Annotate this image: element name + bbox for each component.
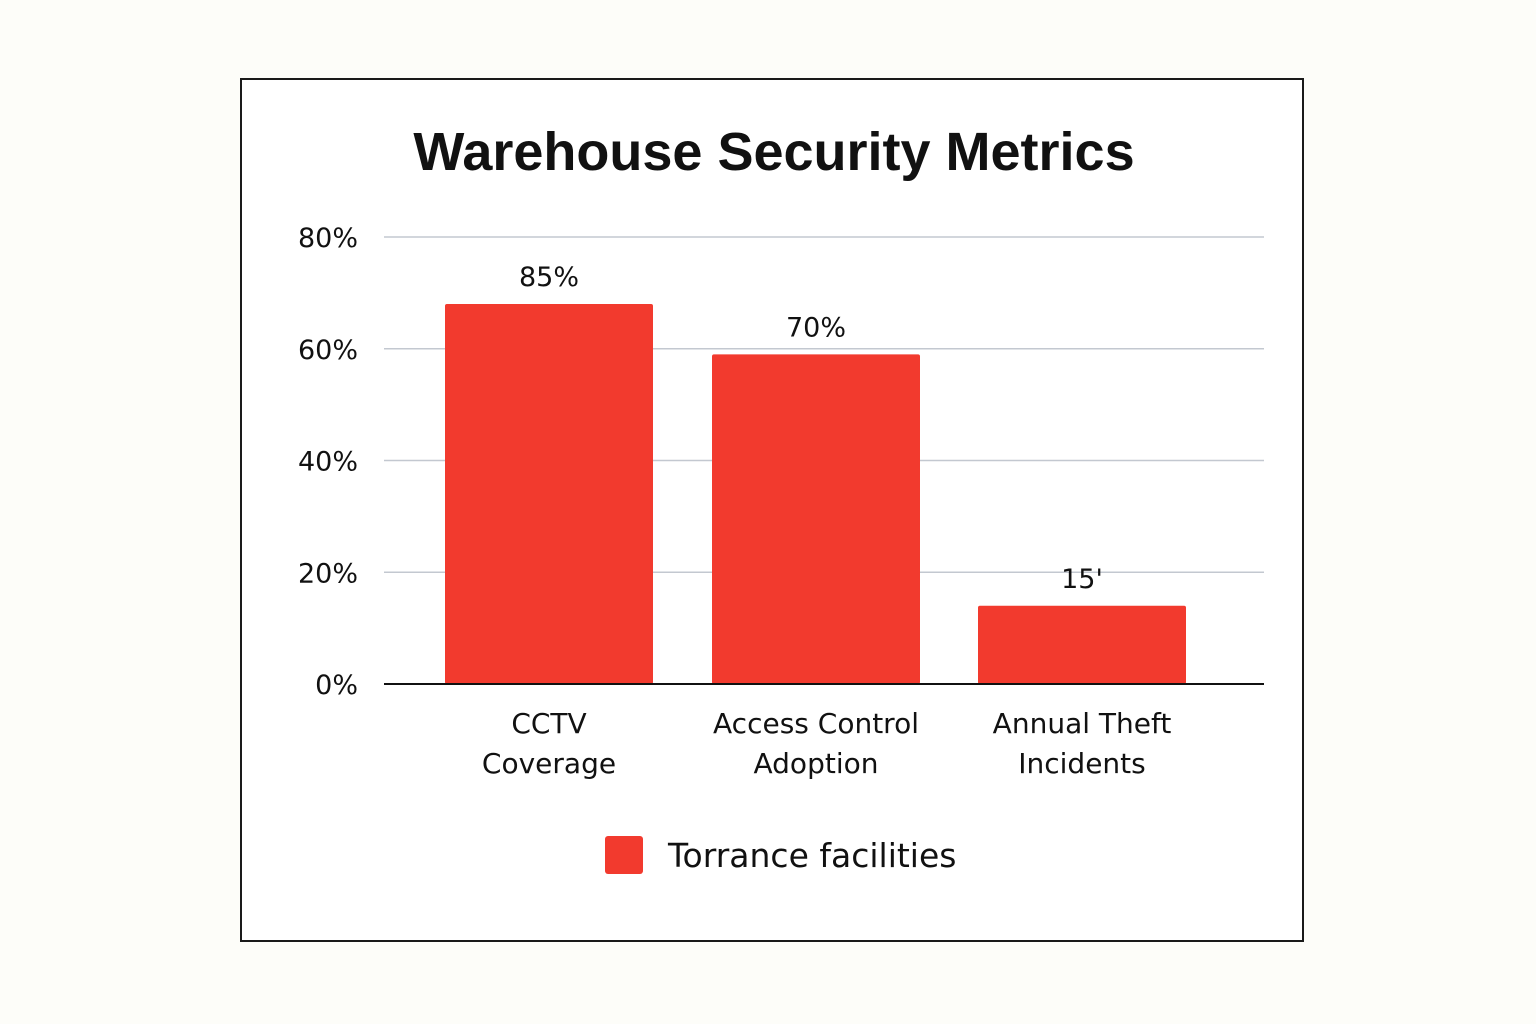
- y-tick-label: 80%: [298, 223, 358, 254]
- x-category-label: Coverage: [482, 747, 616, 780]
- bar: [978, 605, 1186, 684]
- y-axis-ticks: 0% 20% 40% 60% 80%: [298, 223, 358, 701]
- bar-value-label: 70%: [786, 312, 846, 343]
- chart-title: Warehouse Security Metrics: [413, 122, 1134, 182]
- x-axis-categories: CCTV Coverage Access Control Adoption Annual…: [482, 707, 1171, 780]
- x-category-label: Annual Theft: [993, 707, 1172, 740]
- y-tick-label: 20%: [298, 558, 358, 589]
- legend-label: Torrance facilities: [667, 836, 956, 875]
- legend: Torrance facilities: [605, 836, 956, 875]
- y-tick-label: 0%: [315, 670, 358, 701]
- x-category-label: Access Control: [713, 707, 919, 740]
- y-tick-label: 60%: [298, 335, 358, 366]
- x-category-label: Adoption: [754, 747, 879, 780]
- x-category-label: CCTV: [511, 707, 586, 740]
- bars: 85% 70% 15': [445, 262, 1186, 684]
- y-tick-label: 40%: [298, 447, 358, 478]
- x-category-label: Incidents: [1018, 747, 1146, 780]
- bar: [712, 354, 920, 684]
- bar: [445, 304, 653, 684]
- bar-value-label: 15': [1061, 564, 1103, 595]
- bar-value-label: 85%: [519, 262, 579, 293]
- legend-swatch: [605, 836, 643, 874]
